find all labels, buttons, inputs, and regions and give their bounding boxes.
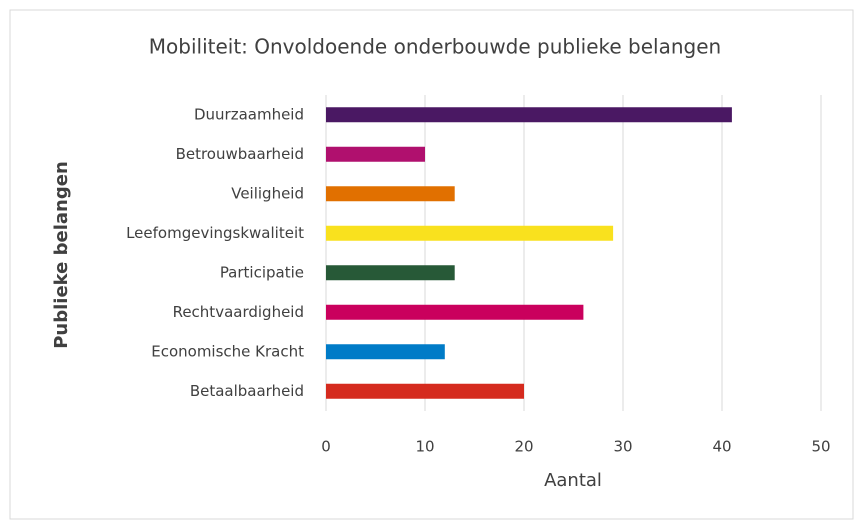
bar (326, 304, 584, 320)
y-tick-label: Participatie (220, 263, 304, 281)
y-tick-label: Leefomgevingskwaliteit (126, 224, 304, 242)
y-tick-label: Veiligheid (231, 184, 304, 202)
x-tick-label: 30 (613, 438, 632, 456)
bar (326, 265, 455, 281)
bar (326, 107, 732, 123)
bar (326, 344, 445, 360)
bar (326, 225, 614, 241)
x-axis-label: Aantal (544, 470, 602, 491)
bar (326, 186, 455, 202)
y-tick-label: Rechtvaardigheid (173, 303, 304, 321)
bar (326, 146, 425, 162)
x-tick-label: 50 (811, 438, 830, 456)
chart-frame (9, 9, 854, 520)
y-tick-label: Duurzaamheid (194, 105, 304, 123)
x-tick-label: 10 (415, 438, 434, 456)
y-axis-label: Publieke belangen (51, 161, 72, 349)
y-tick-label: Economische Kracht (151, 342, 304, 360)
chart-title: Mobiliteit: Onvoldoende onderbouwde publ… (149, 35, 721, 59)
x-tick-label: 0 (321, 438, 331, 456)
bar (326, 383, 524, 399)
y-tick-label: Betrouwbaarheid (176, 145, 304, 163)
x-tick-label: 20 (514, 438, 533, 456)
y-tick-label: Betaalbaarheid (190, 382, 304, 400)
x-tick-label: 40 (712, 438, 731, 456)
